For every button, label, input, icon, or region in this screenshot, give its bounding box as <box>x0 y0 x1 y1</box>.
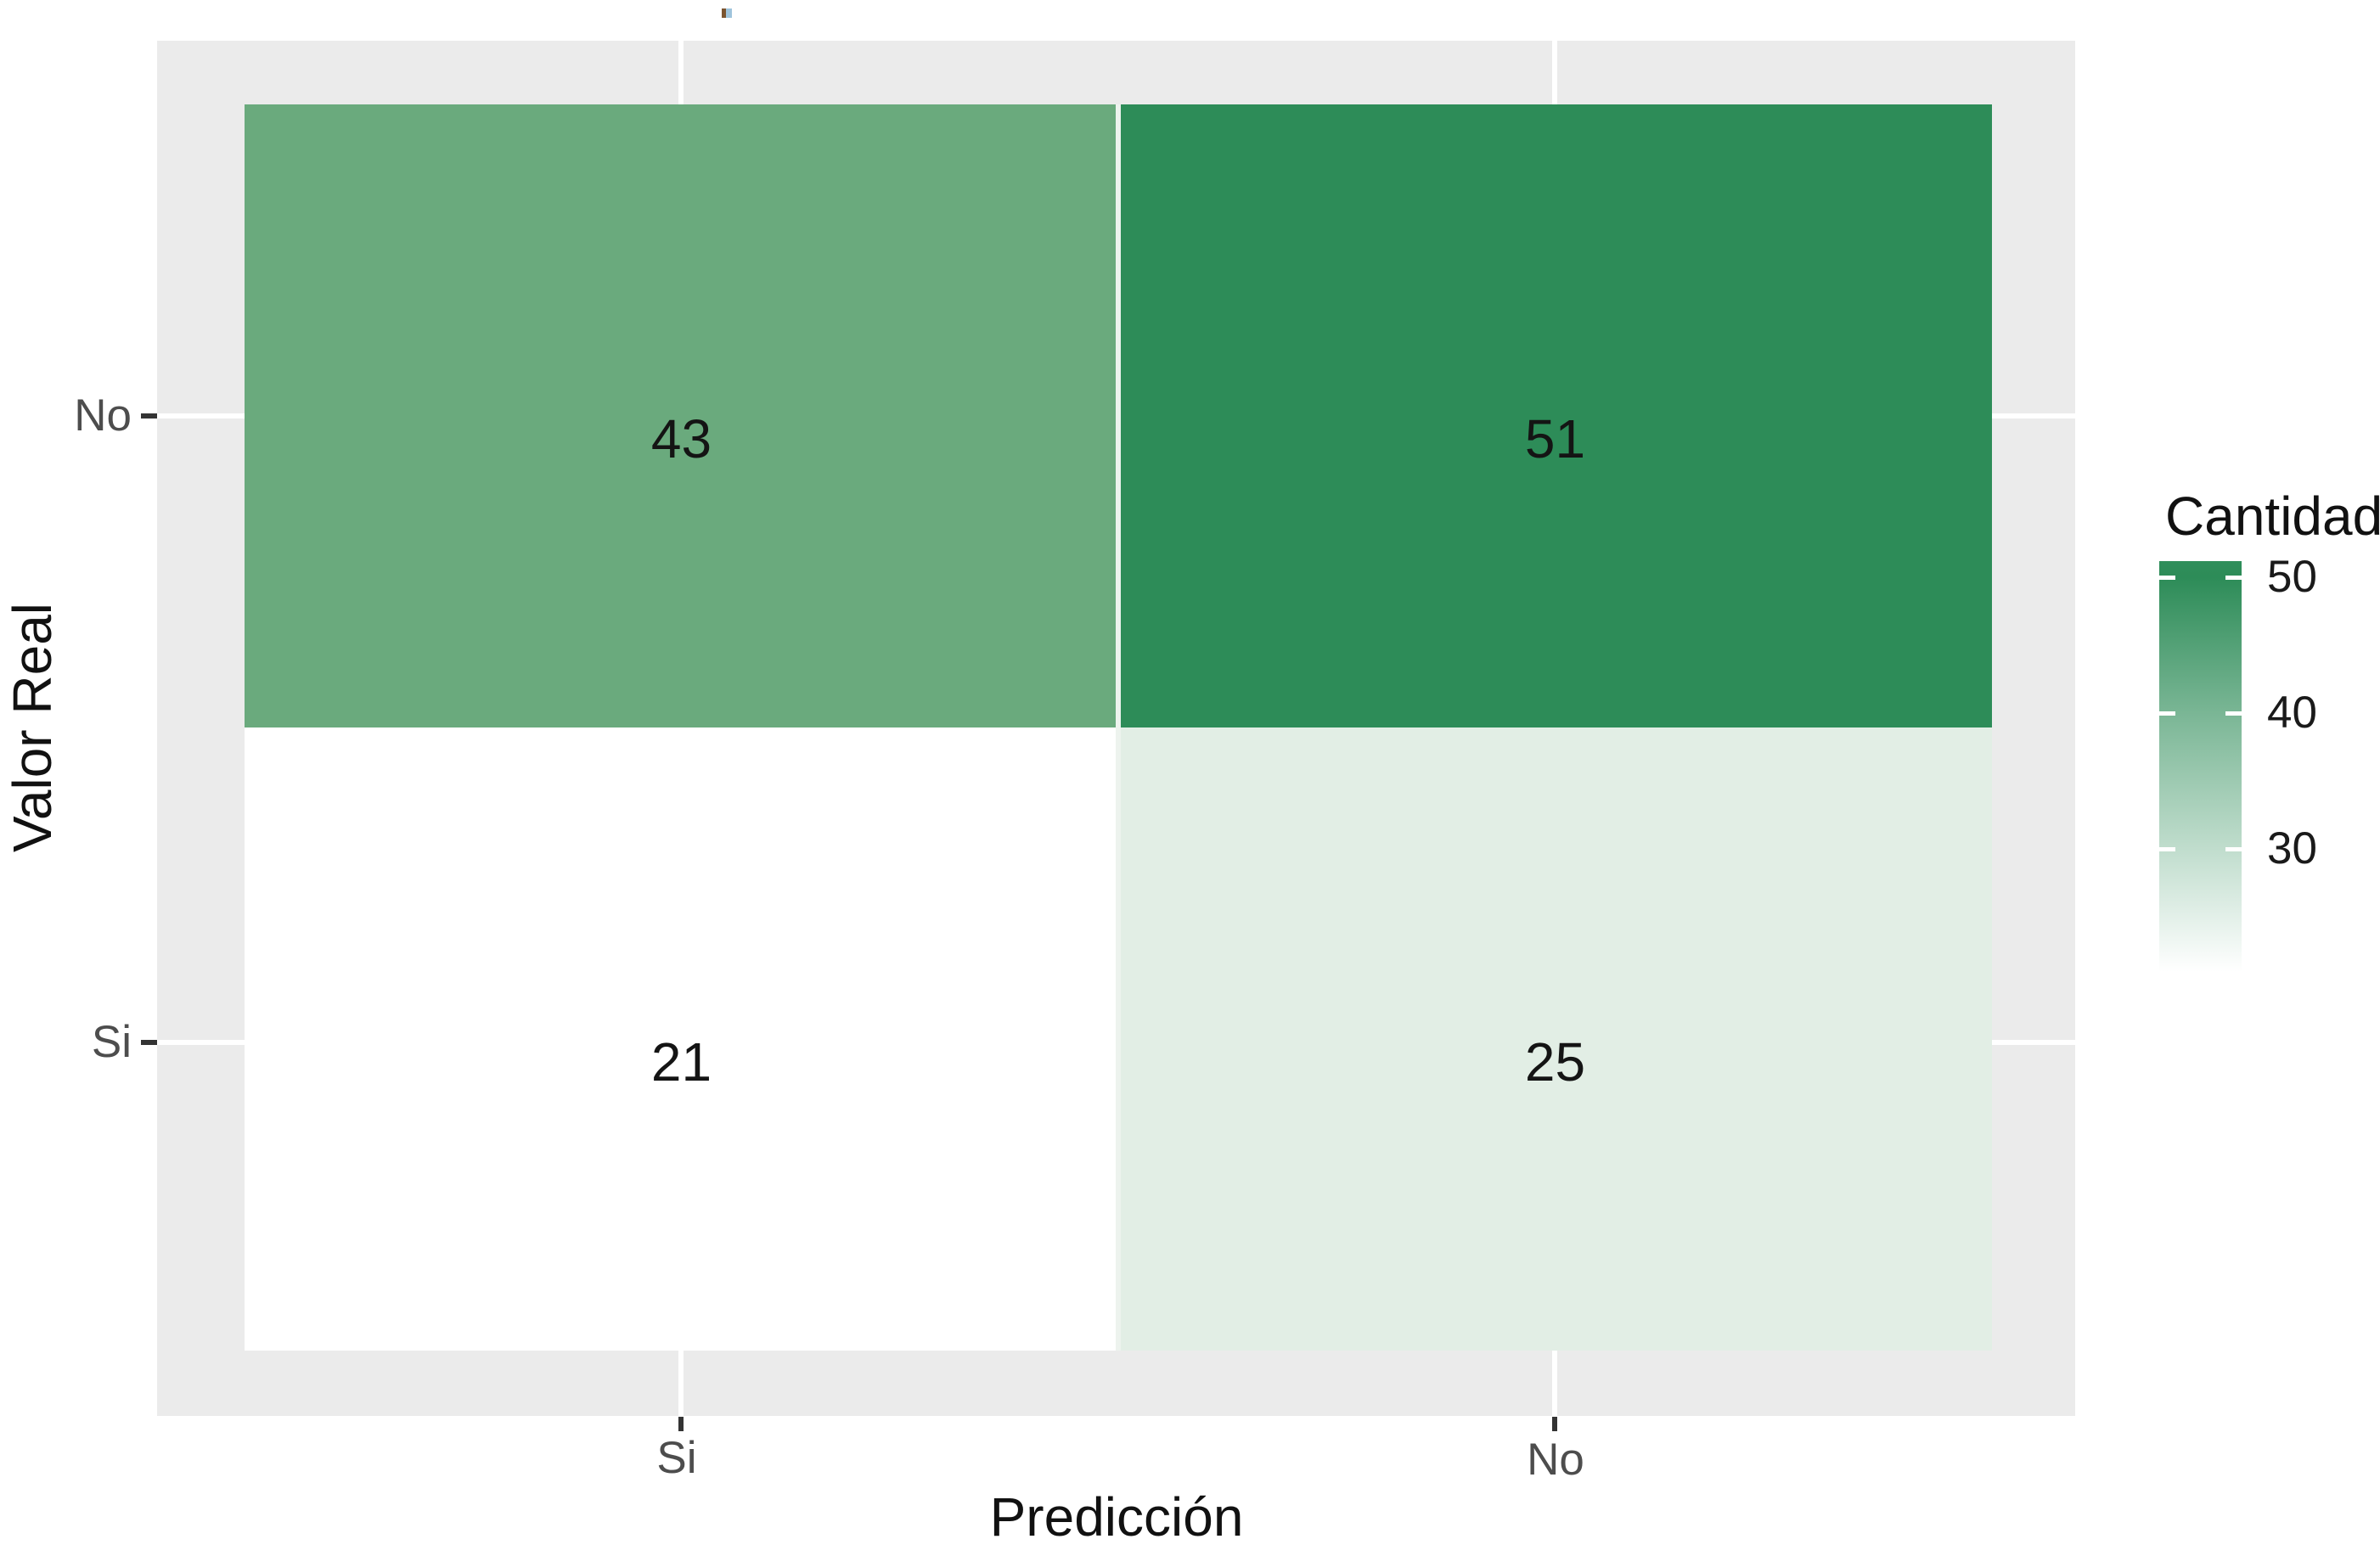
legend-label-50: 50 <box>2267 552 2317 602</box>
legend-tick-30-left <box>2159 847 2175 851</box>
cell-real-si-pred-si: 21 <box>245 727 1118 1351</box>
cell-value-25: 25 <box>1524 1031 1586 1093</box>
legend-tick-50-left <box>2159 576 2175 580</box>
legend-title: Cantidad <box>2165 486 2380 547</box>
legend-tick-30-right <box>2225 847 2242 851</box>
legend-tick-40-left <box>2159 711 2175 716</box>
legend-colorbar <box>2159 561 2242 972</box>
cell-value-43: 43 <box>650 408 712 469</box>
y-tick-label-si: Si <box>91 1017 132 1067</box>
tile-column-separator <box>1116 104 1121 1351</box>
x-axis-tick-si <box>678 1417 684 1431</box>
legend-tick-50-right <box>2225 576 2242 580</box>
x-tick-label-no: No <box>1527 1435 1584 1485</box>
y-axis-title: Valor Real <box>2 602 63 853</box>
title-artifact-icon <box>722 8 732 18</box>
cell-value-51: 51 <box>1524 408 1586 469</box>
legend-tick-40-right <box>2225 711 2242 716</box>
legend-label-40: 40 <box>2267 688 2317 738</box>
title-artifact-left <box>722 8 726 18</box>
x-axis-title: Predicción <box>989 1486 1244 1548</box>
cell-real-si-pred-no: 25 <box>1118 727 1992 1351</box>
title-artifact-right <box>726 8 732 18</box>
y-axis-tick-no <box>141 413 157 418</box>
cell-value-21: 21 <box>650 1031 712 1093</box>
x-axis-tick-no <box>1552 1417 1557 1431</box>
legend-label-30: 30 <box>2267 823 2317 873</box>
x-tick-label-si: Si <box>656 1433 697 1483</box>
cell-real-no-pred-no: 51 <box>1118 104 1992 727</box>
y-tick-label-no: No <box>74 390 132 441</box>
plot-panel: 43 51 21 25 <box>157 41 2075 1416</box>
y-axis-tick-si <box>141 1040 157 1045</box>
cell-real-no-pred-si: 43 <box>245 104 1118 727</box>
heatmap-tiles: 43 51 21 25 <box>245 104 1992 1351</box>
